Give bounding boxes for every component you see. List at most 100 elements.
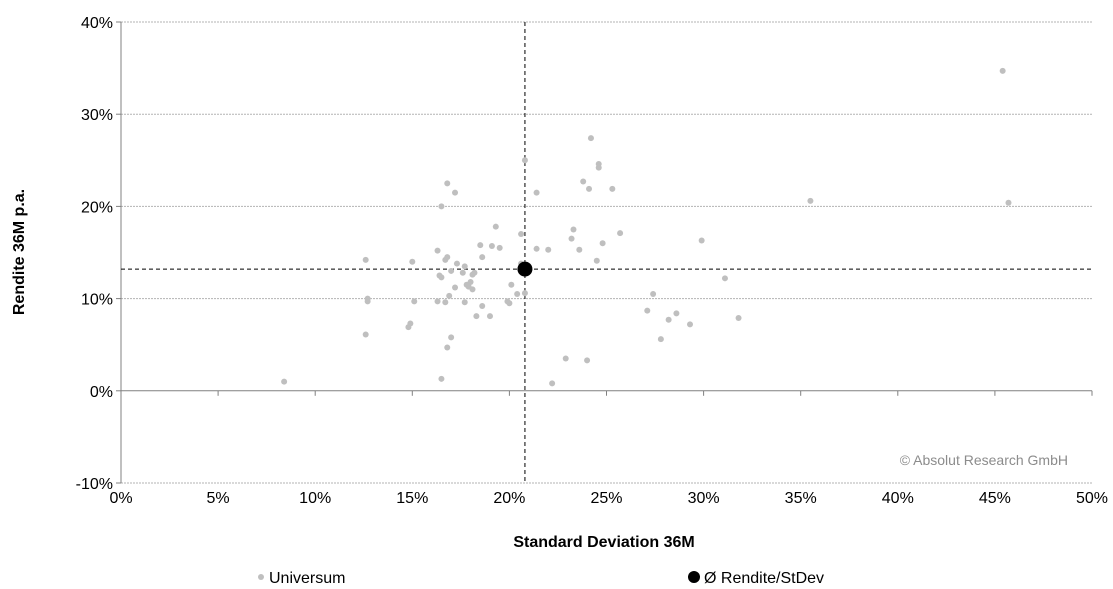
data-point-universum: [448, 267, 455, 274]
data-point-universum: [687, 321, 694, 328]
legend-label-average: Ø Rendite/StDev: [704, 570, 824, 587]
data-point-universum: [448, 334, 455, 341]
data-point-universum: [533, 245, 540, 252]
data-point-universum: [521, 290, 528, 297]
data-point-universum: [459, 269, 466, 276]
y-tick-label: 40%: [81, 15, 113, 32]
data-point-universum: [508, 281, 515, 288]
data-point-universum: [479, 302, 486, 309]
x-tick-label: 20%: [493, 490, 525, 507]
data-point-universum: [568, 235, 575, 242]
data-point-universum: [492, 223, 499, 230]
x-tick-label: 25%: [590, 490, 622, 507]
data-point-universum: [461, 263, 468, 270]
data-point-universum: [721, 275, 728, 282]
data-point-universum: [496, 244, 503, 251]
data-point-universum: [362, 256, 369, 263]
y-tick-label: 20%: [81, 199, 113, 216]
legend: Universum Ø Rendite/StDev: [258, 570, 824, 587]
data-point-universum: [486, 313, 493, 320]
legend-label-universum: Universum: [269, 570, 345, 587]
data-point-universum: [473, 313, 480, 320]
data-point-universum: [364, 295, 371, 302]
data-point-universum: [999, 67, 1006, 74]
data-point-universum: [477, 242, 484, 249]
data-point-universum: [599, 240, 606, 247]
data-point-universum: [409, 258, 416, 265]
data-point-universum: [657, 336, 664, 343]
data-point-universum: [453, 260, 460, 267]
data-point-universum: [452, 189, 459, 196]
data-point-universum: [479, 254, 486, 261]
data-point-universum: [444, 344, 451, 351]
data-point-universum: [467, 279, 474, 286]
legend-marker-universum: [258, 574, 264, 580]
data-point-universum: [461, 299, 468, 306]
data-point-universum: [471, 269, 478, 276]
data-point-universum: [452, 284, 459, 291]
data-point-universum: [518, 231, 525, 238]
watermark: © Absolut Research GmbH: [900, 452, 1068, 468]
data-point-universum: [533, 189, 540, 196]
data-point-universum: [587, 135, 594, 142]
y-tick-label: -10%: [76, 476, 113, 493]
data-point-universum: [593, 257, 600, 264]
x-tick-label: 45%: [979, 490, 1011, 507]
data-point-average: [517, 261, 533, 277]
x-tick-label: 5%: [207, 490, 230, 507]
data-point-universum: [807, 197, 814, 204]
x-tick-label: 10%: [299, 490, 331, 507]
legend-marker-average: [688, 571, 700, 583]
y-tick-label: 0%: [90, 384, 113, 401]
y-axis-title: Rendite 36M p.a.: [11, 189, 28, 315]
data-point-universum: [411, 298, 418, 305]
data-point-universum: [665, 316, 672, 323]
data-point-universum: [438, 274, 445, 281]
data-point-universum: [488, 243, 495, 250]
data-point-universum: [407, 320, 414, 327]
data-point-universum: [562, 355, 569, 362]
data-point-universum: [444, 180, 451, 187]
data-point-universum: [650, 290, 657, 297]
x-tick-label: 50%: [1076, 490, 1108, 507]
data-point-universum: [549, 380, 556, 387]
data-point-universum: [595, 164, 602, 171]
x-axis-ticks: 0% 5% 10% 15% 20% 25% 30% 35% 40% 45% 50%: [109, 390, 1108, 507]
data-points: [281, 67, 1012, 387]
data-point-universum: [735, 314, 742, 321]
x-tick-label: 30%: [688, 490, 720, 507]
data-point-universum: [698, 237, 705, 244]
data-point-universum: [570, 226, 577, 233]
data-point-universum: [521, 157, 528, 164]
data-point-universum: [1005, 199, 1012, 206]
x-axis-title: Standard Deviation 36M: [513, 534, 694, 551]
x-tick-label: 15%: [396, 490, 428, 507]
data-point-universum: [446, 292, 453, 299]
data-point-universum: [644, 307, 651, 314]
data-point-universum: [444, 254, 451, 261]
data-point-universum: [617, 230, 624, 237]
data-point-universum: [580, 178, 587, 185]
x-tick-label: 35%: [785, 490, 817, 507]
data-point-universum: [281, 378, 288, 385]
y-axis-ticks: -10% 0% 10% 20% 30% 40%: [76, 15, 121, 493]
data-point-universum: [576, 246, 583, 253]
gridlines: [121, 21, 1092, 484]
data-point-universum: [469, 286, 476, 293]
data-point-universum: [434, 298, 441, 305]
data-point-universum: [434, 247, 441, 254]
data-point-universum: [586, 185, 593, 192]
x-tick-label: 40%: [882, 490, 914, 507]
data-point-universum: [438, 375, 445, 382]
data-point-universum: [442, 299, 449, 306]
data-point-universum: [362, 331, 369, 338]
data-point-universum: [438, 203, 445, 210]
y-tick-label: 30%: [81, 107, 113, 124]
data-point-universum: [584, 357, 591, 364]
x-tick-label: 0%: [109, 490, 132, 507]
data-point-universum: [506, 300, 513, 307]
data-point-universum: [545, 246, 552, 253]
y-tick-label: 10%: [81, 292, 113, 309]
data-point-universum: [609, 185, 616, 192]
